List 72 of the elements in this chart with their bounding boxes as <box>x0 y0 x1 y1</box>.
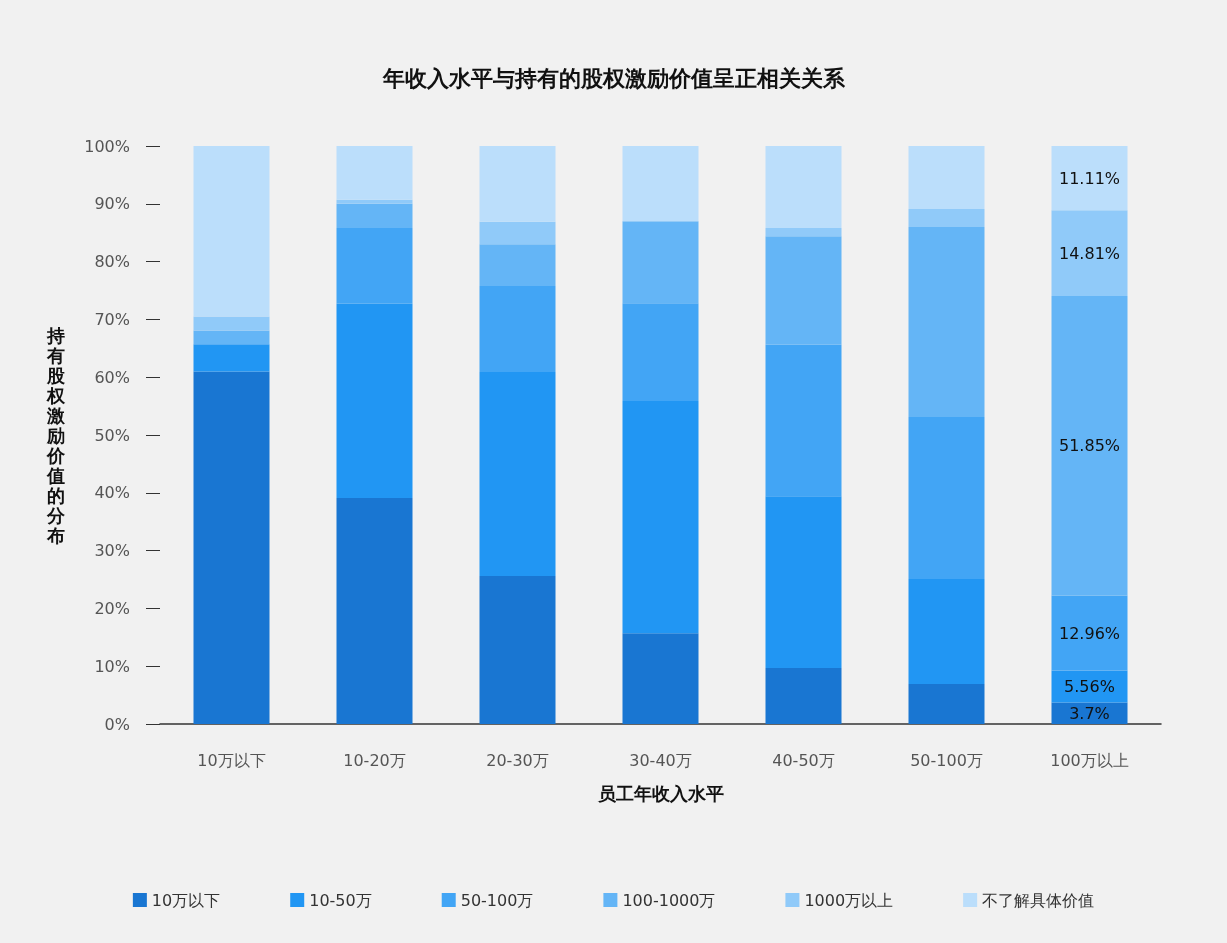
y-tick-label: 50% <box>94 425 130 445</box>
chart-title: 年收入水平与持有的股权激励价值呈正相关关系 <box>381 65 846 91</box>
bar <box>765 496 842 668</box>
legend-label: 1000万以上 <box>804 890 894 910</box>
bar <box>479 221 556 245</box>
bar <box>1051 670 1128 703</box>
data-label: 51.85% <box>1058 436 1121 456</box>
bar <box>908 578 985 685</box>
bar <box>622 633 699 724</box>
bar <box>193 146 270 317</box>
bar <box>193 371 270 724</box>
y-tick-label: 0% <box>104 714 130 734</box>
bar <box>479 285 556 372</box>
data-label: 11.11% <box>1058 168 1121 188</box>
data-label: 3.7% <box>1069 703 1110 723</box>
legend-label: 10万以下 <box>151 890 221 910</box>
bar <box>1051 295 1128 596</box>
bar <box>1051 146 1128 211</box>
y-tick-label: 30% <box>94 541 130 561</box>
legend-label: 10-50万 <box>309 890 372 910</box>
bar <box>622 221 699 304</box>
y-tick-label: 90% <box>94 194 130 214</box>
x-tick-label: 40-50万 <box>772 750 835 770</box>
y-tick-label: 20% <box>94 598 130 618</box>
bar <box>479 372 556 577</box>
x-tick-label: 100万以上 <box>1050 750 1129 770</box>
bar <box>336 199 413 204</box>
x-tick-label: 30-40万 <box>629 750 692 770</box>
bar <box>479 146 556 222</box>
x-tick-label: 10-20万 <box>343 750 406 770</box>
bar <box>765 228 842 237</box>
bar <box>765 146 842 229</box>
text: 持有股权激励价值的分布 <box>47 324 65 546</box>
bar <box>193 316 270 331</box>
y-tick-label: 60% <box>94 367 130 387</box>
bar <box>479 244 556 286</box>
bar <box>765 344 842 497</box>
bar <box>193 330 270 345</box>
bar <box>765 667 842 724</box>
bar <box>908 684 985 724</box>
bar <box>336 203 413 229</box>
x-tick-label: 50-100万 <box>910 750 983 770</box>
legend-label: 100-1000万 <box>622 890 716 910</box>
data-label: 12.96% <box>1058 623 1121 643</box>
data-label: 5.56% <box>1064 677 1115 697</box>
x-tick-label: 10万以下 <box>197 750 266 770</box>
bar <box>336 303 413 498</box>
bar <box>622 400 699 634</box>
bar <box>908 417 985 579</box>
legend-label: 50-100万 <box>460 890 534 910</box>
bar <box>908 146 985 209</box>
bar <box>336 228 413 304</box>
y-tick-label: 70% <box>94 309 130 329</box>
bar <box>622 303 699 401</box>
bar <box>908 226 985 418</box>
bar <box>908 209 985 227</box>
bar <box>765 236 842 345</box>
y-tick-label: 40% <box>94 483 130 503</box>
bar <box>622 146 699 222</box>
x-tick-label: 20-30万 <box>486 750 549 770</box>
y-tick-label: 80% <box>94 252 130 272</box>
bar <box>1051 595 1128 671</box>
bar <box>336 498 413 724</box>
y-tick-label: 10% <box>94 656 130 676</box>
legend-label: 不了解具体价值 <box>982 890 1095 910</box>
y-tick-label: 100% <box>84 136 130 156</box>
bar <box>193 344 270 372</box>
bar <box>479 576 556 724</box>
bar <box>1051 210 1128 296</box>
bar <box>336 146 413 200</box>
data-label: 14.81% <box>1058 243 1121 263</box>
x-axis-title: 员工年收入水平 <box>596 782 724 804</box>
